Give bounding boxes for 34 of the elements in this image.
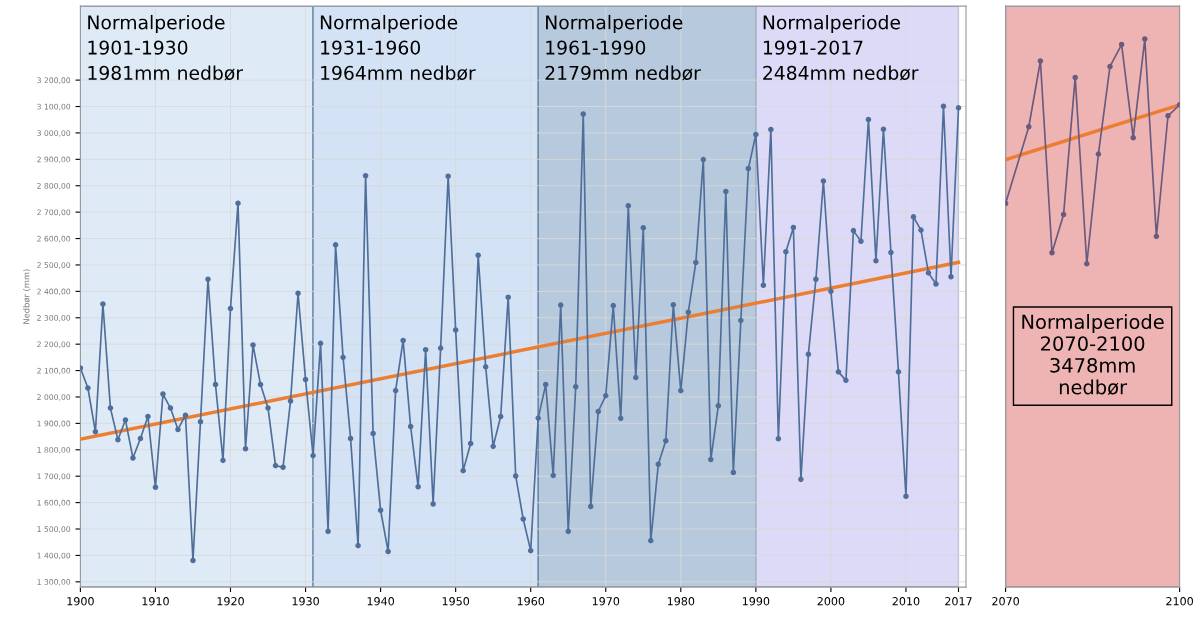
band-label: Normalperiode 1961-1990 2179mm nedbør: [545, 14, 701, 81]
point: [1130, 134, 1136, 141]
x-tick-label: 2100: [1166, 597, 1193, 606]
point: [1142, 36, 1148, 42]
x-tick-label: 1960: [517, 597, 545, 606]
x-tick-label: 2010: [892, 597, 920, 606]
point: [1118, 41, 1125, 48]
point: [1165, 113, 1171, 119]
x-tick-label: 2000: [817, 597, 845, 606]
x-tick-label: 1940: [367, 597, 394, 606]
point: [1072, 74, 1078, 81]
x-tick-label: 1930: [292, 597, 319, 606]
point: [1060, 211, 1067, 218]
x-tick-label: 1900: [67, 597, 94, 606]
x-tick-label: 1950: [442, 597, 470, 606]
point: [1084, 260, 1090, 267]
point: [1037, 58, 1044, 64]
band-label: Normalperiode 1901-1930 1981mm nedbør: [88, 14, 244, 81]
point: [1049, 250, 1055, 256]
x-tick-label: 1970: [592, 597, 620, 606]
y-axis-title: Nedbør (mm): [23, 269, 31, 324]
x-tick-label: 1920: [217, 597, 244, 606]
band-label: Normalperiode 1991-2017 2484mm nedbør: [763, 14, 919, 81]
x-tick-label: 1910: [142, 597, 169, 606]
point: [1026, 123, 1032, 130]
point: [1107, 63, 1113, 70]
band-label: Normalperiode 1931-1960 1964mm nedbør: [320, 14, 476, 81]
band-label: Normalperiode 2070-2100 3478mm nedbør: [1022, 314, 1164, 396]
x-tick-label: 2017: [945, 597, 972, 606]
x-tick-label: 2070: [992, 597, 1019, 606]
point: [1153, 233, 1160, 240]
x-tick-label: 1980: [667, 597, 695, 606]
point: [1095, 151, 1102, 157]
x-tick-label: 1990: [742, 597, 770, 606]
